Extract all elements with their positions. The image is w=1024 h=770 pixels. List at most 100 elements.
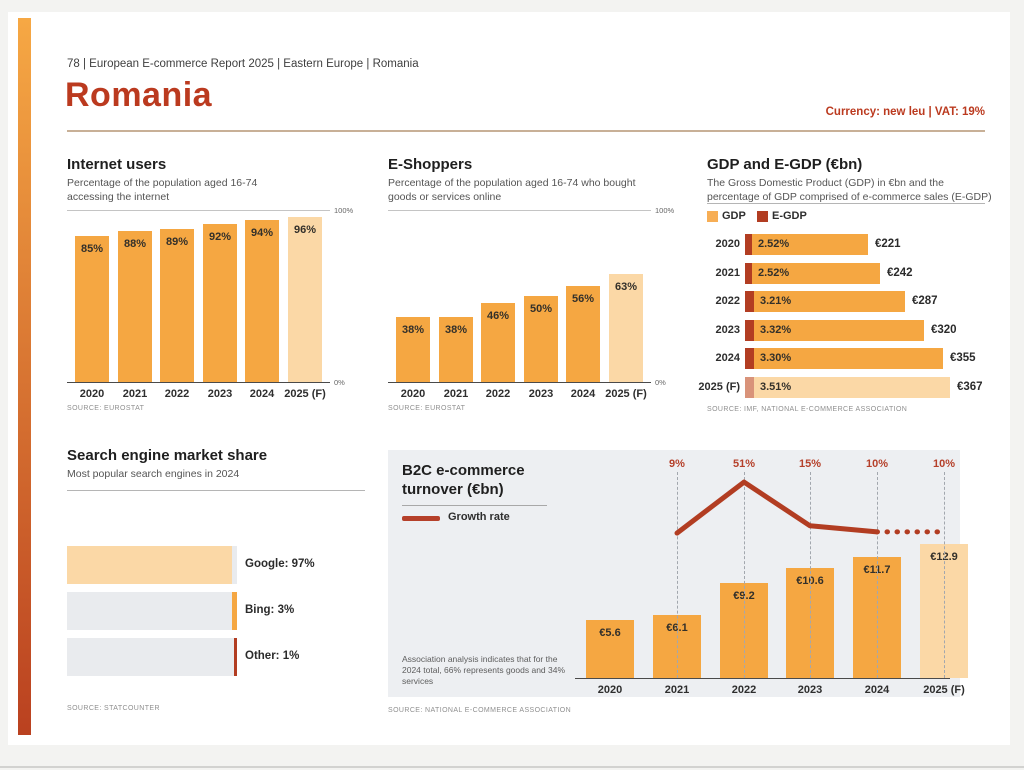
x-tick-label: 2024: [249, 388, 275, 400]
egdp-legend-label: E-GDP: [772, 210, 807, 222]
bar-value-label: 38%: [444, 324, 468, 336]
dashed-guide: [677, 472, 678, 678]
gdp-divider: [707, 203, 985, 204]
egdp-pct-label: 3.21%: [760, 295, 792, 307]
bar-value-label: 38%: [401, 324, 425, 336]
bar-value-label: €11.7: [863, 564, 891, 576]
eshoppers-title: E-Shoppers: [388, 156, 473, 173]
internet-users-ymax-tick: 100%: [334, 206, 354, 215]
eshoppers-top-gridline: [388, 210, 651, 211]
x-tick-label: 2022: [731, 684, 757, 696]
gdp-value-label: €242: [887, 267, 913, 279]
bar-2020: [586, 620, 634, 678]
x-tick-label: 2024: [864, 684, 890, 696]
gdp-value-label: €320: [931, 324, 957, 336]
bar-2020: [396, 317, 430, 382]
gdp-year-2020: 2020: [715, 238, 740, 250]
x-tick-label: 2021: [443, 388, 469, 400]
bar-2022: [481, 303, 515, 382]
bar-2023: [203, 224, 237, 382]
gdp-subtitle: The Gross Domestic Product (GDP) in €bn …: [707, 177, 992, 204]
decorative-gradient-strip: [18, 18, 31, 735]
search-bar-segment-Bing: [232, 592, 237, 630]
egdp-segment-2023: [745, 320, 754, 341]
gdp-bar-2020: [752, 234, 868, 255]
internet-users-ymin-tick: 0%: [334, 378, 345, 387]
b2c-source: SOURCE: NATIONAL E-COMMERCE ASSOCIATION: [388, 707, 572, 714]
gdp-bar-2025 (F): [754, 377, 950, 398]
growth-rate-label: 9%: [669, 458, 685, 470]
egdp-segment-2020: [745, 234, 752, 255]
egdp-segment-2021: [745, 263, 752, 284]
gdp-bar-2021: [752, 263, 880, 284]
bar-value-label: 88%: [123, 238, 147, 250]
egdp-pct-label: 2.52%: [758, 238, 790, 250]
b2c-title: B2C e-commerce turnover (€bn): [402, 462, 525, 498]
growth-rate-line: [674, 479, 947, 536]
x-tick-label: 2024: [570, 388, 596, 400]
bar-value-label: 89%: [165, 236, 189, 248]
egdp-pct-label: 2.52%: [758, 267, 790, 279]
egdp-pct-label: 3.32%: [760, 324, 792, 336]
bar-value-label: 92%: [208, 231, 232, 243]
bar-2021: [439, 317, 473, 382]
search-share-source: SOURCE: STATCOUNTER: [67, 705, 160, 712]
internet-users-top-gridline: [67, 210, 330, 211]
gdp-year-2021: 2021: [715, 267, 740, 279]
eshoppers-subtitle: Percentage of the population aged 16-74 …: [388, 177, 636, 204]
egdp-segment-2025 (F): [745, 377, 754, 398]
currency-vat-note: Currency: new leu | VAT: 19%: [825, 106, 985, 118]
internet-users-baseline: [67, 382, 330, 383]
bar-value-label: 46%: [486, 310, 510, 322]
search-bar-segment-Google: [67, 546, 232, 584]
internet-users-subtitle: Percentage of the population aged 16-74 …: [67, 177, 258, 204]
x-tick-label: 2021: [664, 684, 690, 696]
bar-value-label: 56%: [571, 293, 595, 305]
bar-value-label: €5.6: [599, 627, 621, 639]
eshoppers-baseline: [388, 382, 651, 383]
b2c-baseline: [575, 678, 950, 679]
x-tick-label: 2020: [79, 388, 105, 400]
x-tick-label: 2023: [528, 388, 554, 400]
search-share-subtitle: Most popular search engines in 2024: [67, 468, 240, 480]
x-tick-label: 2020: [597, 684, 623, 696]
search-bar-segment-Other: [234, 638, 237, 676]
x-tick-label: 2025 (F): [605, 388, 647, 400]
x-tick-label: 2023: [207, 388, 233, 400]
gdp-year-2024: 2024: [715, 352, 740, 364]
x-tick-label: 2022: [485, 388, 511, 400]
bar-value-label: 85%: [80, 243, 104, 255]
bar-2020: [75, 236, 109, 382]
x-tick-label: 2022: [164, 388, 190, 400]
egdp-segment-2024: [745, 348, 754, 369]
gdp-year-2025 (F): 2025 (F): [698, 381, 740, 393]
gdp-title: GDP and E-GDP (€bn): [707, 156, 863, 173]
growth-rate-label: 51%: [732, 458, 756, 470]
x-tick-label: 2025 (F): [284, 388, 326, 400]
egdp-pct-label: 3.30%: [760, 352, 792, 364]
dashed-guide: [810, 472, 811, 678]
gdp-value-label: €287: [912, 295, 938, 307]
x-tick-label: 2025 (F): [923, 684, 965, 696]
page-title: Romania: [65, 76, 213, 114]
egdp-segment-2022: [745, 291, 754, 312]
internet-users-title: Internet users: [67, 156, 167, 173]
bar-2022: [160, 229, 194, 382]
bar-2024: [566, 286, 600, 382]
growth-rate-label: 15%: [798, 458, 822, 470]
dashed-guide: [877, 472, 878, 678]
b2c-annotation: Association analysis indicates that for …: [402, 654, 566, 687]
bar-value-label: 63%: [614, 281, 638, 293]
bar-value-label: €6.1: [666, 622, 688, 634]
egdp-legend-swatch: [757, 211, 768, 222]
search-bar-label: Bing: 3%: [245, 604, 295, 616]
search-bar-track-Bing: [67, 592, 237, 630]
search-bar-track-Other: [67, 638, 237, 676]
gdp-legend-swatch: [707, 211, 718, 222]
growth-rate-legend-line: [402, 516, 440, 521]
bar-value-label: €9.2: [733, 590, 755, 602]
search-share-title: Search engine market share: [67, 447, 268, 464]
growth-rate-legend-label: Growth rate: [448, 511, 510, 523]
dashed-guide: [744, 472, 745, 678]
